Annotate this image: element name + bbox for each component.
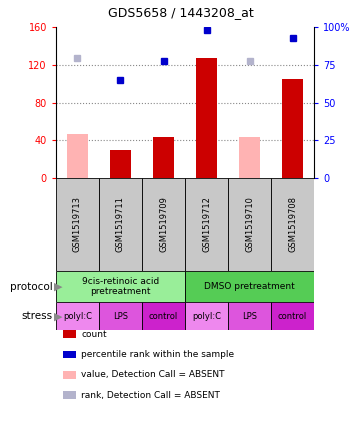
Text: GSM1519713: GSM1519713 xyxy=(73,196,82,252)
Text: control: control xyxy=(149,312,178,321)
Text: count: count xyxy=(81,330,107,339)
Bar xyxy=(142,302,185,330)
Bar xyxy=(142,178,185,271)
Text: GSM1519709: GSM1519709 xyxy=(159,196,168,252)
Bar xyxy=(67,134,88,178)
Text: value, Detection Call = ABSENT: value, Detection Call = ABSENT xyxy=(81,370,225,379)
Text: rank, Detection Call = ABSENT: rank, Detection Call = ABSENT xyxy=(81,390,220,400)
Bar xyxy=(282,79,303,178)
Text: GDS5658 / 1443208_at: GDS5658 / 1443208_at xyxy=(108,6,253,19)
Bar xyxy=(271,302,314,330)
Text: percentile rank within the sample: percentile rank within the sample xyxy=(81,350,234,359)
Bar xyxy=(56,302,99,330)
Bar xyxy=(228,302,271,330)
Text: polyI:C: polyI:C xyxy=(63,312,92,321)
Text: GSM1519708: GSM1519708 xyxy=(288,196,297,252)
Bar xyxy=(56,271,185,302)
Bar xyxy=(99,302,142,330)
Text: GSM1519711: GSM1519711 xyxy=(116,196,125,252)
Text: ▶: ▶ xyxy=(54,282,63,291)
Text: protocol: protocol xyxy=(10,282,52,291)
Bar xyxy=(185,271,314,302)
Text: stress: stress xyxy=(21,311,52,321)
Bar xyxy=(110,149,131,178)
Bar xyxy=(99,178,142,271)
Text: DMSO pretreatment: DMSO pretreatment xyxy=(204,282,295,291)
Bar xyxy=(153,137,174,178)
Text: LPS: LPS xyxy=(113,312,128,321)
Bar xyxy=(185,302,228,330)
Text: GSM1519710: GSM1519710 xyxy=(245,196,254,252)
Bar xyxy=(196,58,217,178)
Bar xyxy=(228,178,271,271)
Text: ▶: ▶ xyxy=(54,311,63,321)
Bar xyxy=(239,137,260,178)
Bar xyxy=(271,178,314,271)
Text: 9cis-retinoic acid
pretreatment: 9cis-retinoic acid pretreatment xyxy=(82,277,159,296)
Text: GSM1519712: GSM1519712 xyxy=(202,196,211,252)
Bar xyxy=(56,178,99,271)
Text: polyI:C: polyI:C xyxy=(192,312,221,321)
Bar xyxy=(185,178,228,271)
Text: LPS: LPS xyxy=(242,312,257,321)
Text: control: control xyxy=(278,312,307,321)
